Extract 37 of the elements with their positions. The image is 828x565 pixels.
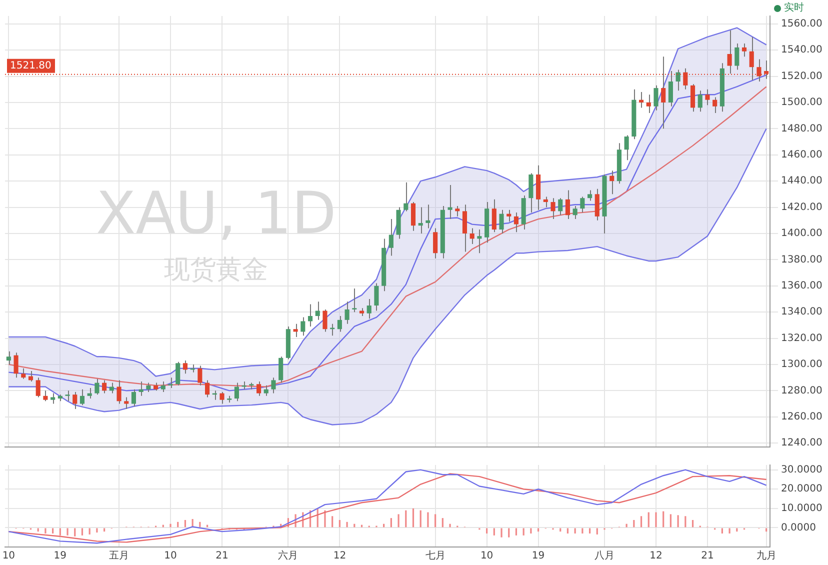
y-tick-label: 1480.00: [781, 123, 822, 134]
y-tick-label: 0.0000: [781, 522, 816, 534]
x-tick-label: 19: [54, 550, 67, 562]
text: 实时: [784, 2, 804, 14]
x-tick-label: 10: [164, 550, 177, 562]
x-tick-label: 10: [480, 550, 494, 562]
x-tick-label: 12: [650, 550, 662, 562]
x-tick-label: 21: [216, 550, 228, 562]
y-tick-label: 1560.00: [781, 18, 822, 30]
y-tick-label: 1380.00: [781, 254, 822, 266]
y-tick-label: 1300.00: [781, 359, 822, 370]
y-tick-label: 1540.00: [781, 44, 822, 56]
x-tick-label: 九月: [756, 550, 776, 562]
y-tick-label: 30.0000: [781, 464, 822, 476]
y-tick-label: 1340.00: [781, 306, 822, 318]
y-tick-label: 1440.00: [781, 176, 822, 187]
x-tick-label: 12: [333, 550, 346, 562]
y-tick-label: 1280.00: [781, 385, 822, 396]
x-tick-label: 五月: [109, 550, 130, 562]
x-tick-label: 21: [701, 550, 714, 562]
y-tick-label: 1260.00: [781, 411, 822, 422]
x-tick-label: 10: [2, 550, 16, 562]
x-tick-label: 六月: [278, 550, 298, 562]
y-tick-label: 1320.00: [781, 332, 822, 344]
x-tick-label: 七月: [425, 550, 446, 562]
y-tick-label: 1240.00: [781, 438, 822, 449]
x-tick-label: 19: [532, 550, 545, 562]
y-tick-label: 20.0000: [781, 484, 822, 495]
x-tick-label: 八月: [594, 550, 614, 562]
y-tick-label: 1500.00: [781, 97, 822, 108]
y-tick-label: 1420.00: [781, 202, 822, 213]
y-tick-label: 10.0000: [781, 503, 822, 514]
y-tick-label: 1520.00: [781, 70, 822, 82]
y-tick-label: 1400.00: [781, 228, 822, 240]
y-tick-label: 1360.00: [781, 280, 822, 292]
y-tick-label: 1460.00: [781, 149, 822, 160]
ref-line-label: 1521.80: [10, 60, 52, 72]
